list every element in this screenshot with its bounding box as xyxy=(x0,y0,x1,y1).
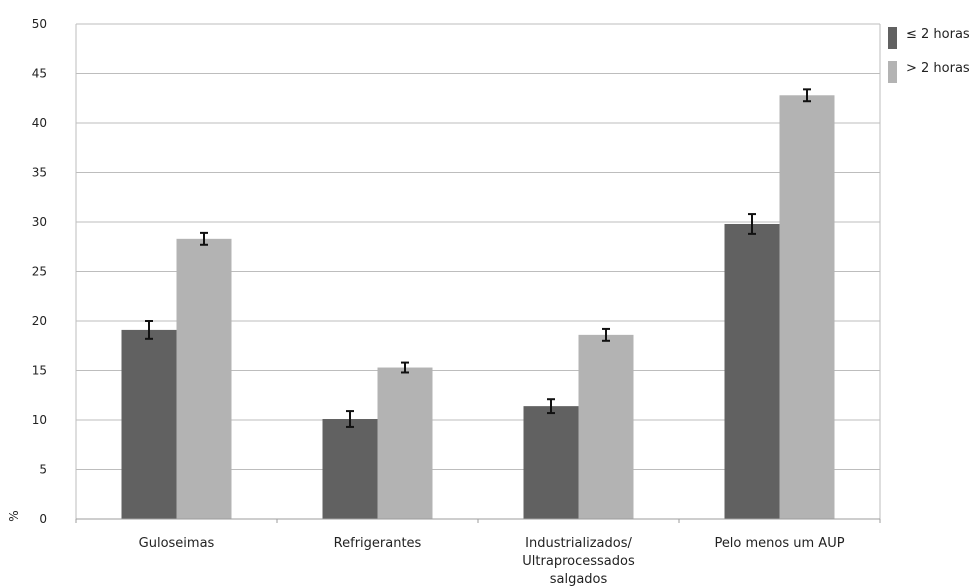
legend-label-1: ≤ 2 horas xyxy=(906,27,970,42)
bar-2-4 xyxy=(779,95,835,519)
legend-label-2: > 2 horas xyxy=(906,61,970,76)
category-label-3: Industrializados/Ultraprocessados salgado… xyxy=(522,536,635,587)
bar-1-4 xyxy=(724,223,780,520)
y-tick-label-15: 15 xyxy=(32,364,47,378)
error-bar-2-1 xyxy=(200,231,208,246)
bar-1-1 xyxy=(121,329,177,519)
y-tick-label-40: 40 xyxy=(32,116,47,130)
bar-2-2 xyxy=(377,367,433,519)
y-tick-label-0: 0 xyxy=(39,512,47,526)
y-tick-label-35: 35 xyxy=(32,166,47,180)
legend-swatch-1 xyxy=(888,27,897,49)
category-label-4: Pelo menos um AUP xyxy=(714,536,844,551)
y-tick-label-25: 25 xyxy=(32,265,47,279)
legend-swatch-2 xyxy=(888,61,897,83)
y-axis-label: % xyxy=(7,510,21,521)
error-bar-1-2 xyxy=(346,410,354,428)
error-bar-2-2 xyxy=(401,361,409,374)
error-bars xyxy=(145,88,811,428)
legend: ≤ 2 horas > 2 horas xyxy=(888,27,970,83)
error-bar-1-3 xyxy=(547,398,555,415)
bar-2-3 xyxy=(578,334,634,519)
y-tick-label-5: 5 xyxy=(39,463,47,477)
bar-1-2 xyxy=(322,419,378,519)
error-bar-1-1 xyxy=(145,320,153,340)
category-labels: Guloseimas Refrigerantes Industrializados/… xyxy=(139,536,845,587)
y-tick-label-20: 20 xyxy=(32,314,47,328)
y-axis-tick-labels: 0 5 10 15 20 25 30 35 40 45 50 xyxy=(32,17,47,526)
y-tick-label-10: 10 xyxy=(32,413,47,427)
bar-2-1 xyxy=(176,238,232,519)
error-bar-2-3 xyxy=(602,327,610,342)
bars xyxy=(121,95,835,520)
category-label-1: Guloseimas xyxy=(139,536,215,551)
y-tick-label-30: 30 xyxy=(32,215,47,229)
category-label-2: Refrigerantes xyxy=(334,536,422,551)
error-bar-2-4 xyxy=(803,88,811,103)
x-axis xyxy=(75,518,881,523)
bar-1-3 xyxy=(523,406,579,519)
y-tick-label-45: 45 xyxy=(32,67,47,81)
y-tick-label-50: 50 xyxy=(32,17,47,31)
error-bar-1-4 xyxy=(748,213,756,235)
